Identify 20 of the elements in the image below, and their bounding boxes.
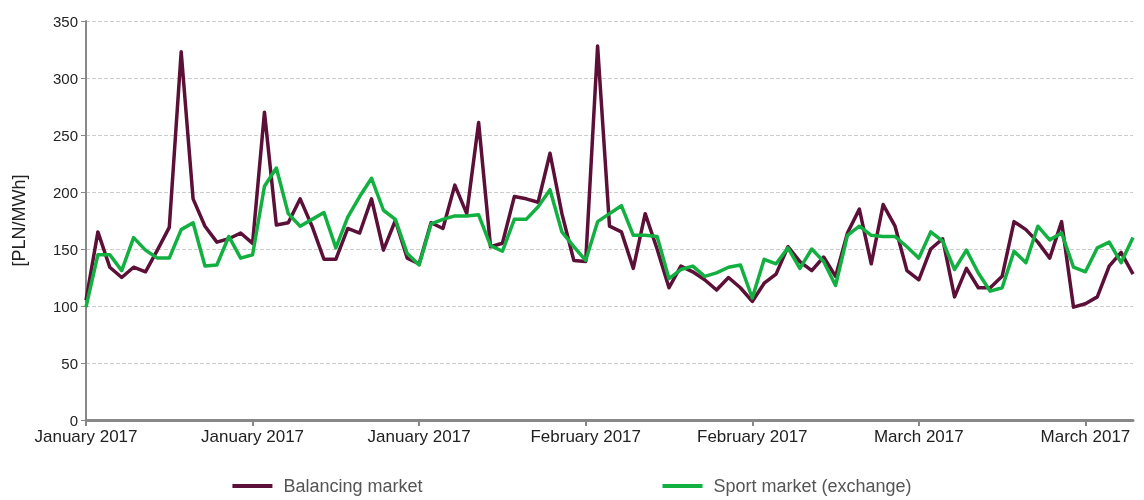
- x-tick-label: March 2017: [1040, 427, 1131, 446]
- y-tick-label: 200: [52, 183, 78, 201]
- x-tick-label: February 2017: [696, 427, 808, 446]
- line-series: [84, 166, 1135, 309]
- y-tick-label: 100: [52, 297, 78, 315]
- y-tick-label: 150: [52, 240, 78, 258]
- x-tick-label: January 2017: [201, 427, 305, 446]
- y-tick-label: 250: [52, 126, 78, 144]
- y-tick-label: 300: [52, 69, 78, 87]
- y-tick-label: 350: [52, 12, 78, 30]
- x-tick-label: January 2017: [34, 427, 138, 446]
- x-tick-label: March 2017: [873, 427, 964, 446]
- y-tick-label: 50: [61, 354, 78, 372]
- legend-label: Sport market (exchange): [713, 476, 912, 496]
- y-axis-title: [PLN/MWh]: [9, 174, 29, 267]
- y-tick-label: 0: [69, 411, 78, 429]
- x-tick-label: January 2017: [367, 427, 471, 446]
- line-series: [84, 44, 1135, 309]
- legend-label: Balancing market: [283, 476, 423, 496]
- x-tick-label: February 2017: [530, 427, 641, 446]
